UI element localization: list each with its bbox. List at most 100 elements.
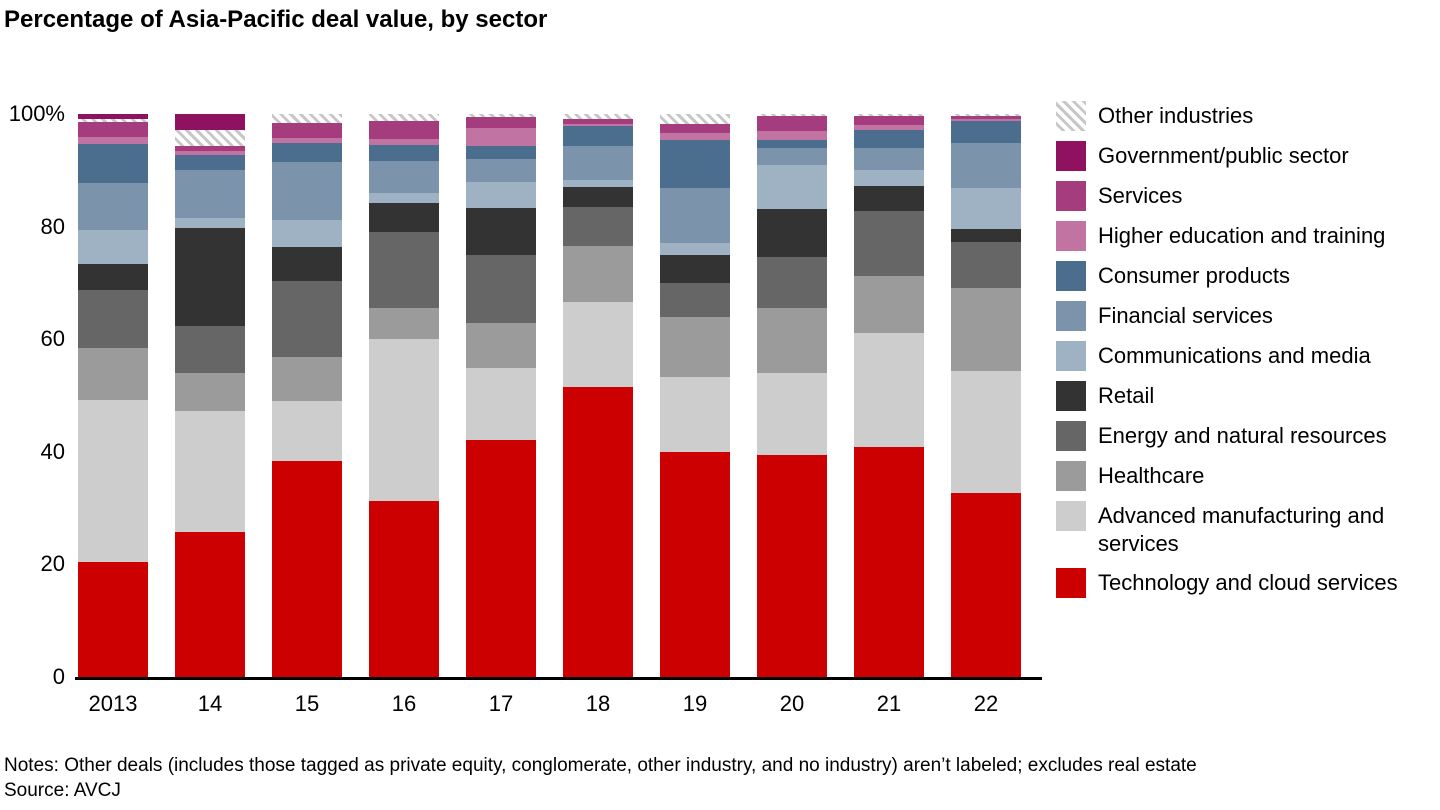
y-tick-label: 100% [8,101,65,126]
bar-segment [951,492,1021,677]
y-tick-label: 40 [40,438,65,464]
legend-swatch-icon [1056,141,1086,171]
bar-15 [272,114,342,677]
legend-swatch-icon [1056,421,1086,451]
legend-label: Government/public sector [1098,143,1349,168]
bar-segment [78,144,148,184]
bar-segment [951,119,1021,122]
bar-19 [660,114,730,677]
bar-segment [757,115,827,132]
bar-segment [175,150,245,155]
bar-segment [757,209,827,257]
bar-segment [78,348,148,400]
legend-swatch-icon [1056,341,1086,371]
bar-22 [951,114,1021,677]
x-axis-baseline [75,677,1042,680]
bar-segment [563,179,633,188]
bar-segment [563,119,633,125]
bar-segment [272,138,342,144]
bar-segment [369,120,439,140]
bar-segment [854,116,924,126]
bar-segment [660,451,730,677]
legend-item: Energy and natural resources [1056,421,1436,451]
bar-segment [369,308,439,340]
bar-segment [466,440,536,677]
legend-label: Healthcare [1098,463,1205,488]
bar-segment [951,187,1021,229]
bar-segment [951,143,1021,188]
legend-swatch-icon [1056,101,1086,131]
bar-segment [272,281,342,358]
bar-segment [272,401,342,461]
legend-item: Healthcare [1056,461,1436,491]
bar-segment [175,372,245,411]
bar-segment [563,387,633,677]
bar-segment [369,232,439,309]
bar-segment [757,148,827,165]
legend-label: Consumer products [1098,263,1290,288]
x-tick-label: 20 [779,691,805,716]
bar-segment [175,154,245,170]
bar-segment [854,210,924,277]
source-line: Source: AVCJ [4,780,121,801]
bar-segment [175,129,245,146]
bar-segment [78,122,148,137]
bar-segment [175,169,245,219]
bar-segment [272,123,342,139]
bar-segment [660,139,730,188]
bar-segment [854,147,924,170]
legend-swatch-icon [1056,381,1086,411]
bar-segment [78,561,148,677]
legend-swatch-icon [1056,221,1086,251]
bar-segment [660,124,730,134]
bar-17 [466,114,536,677]
bar-segment [757,454,827,677]
legend-item: Technology and cloud services [1056,568,1436,598]
bar-segment [78,114,148,120]
bar-segment [951,114,1021,116]
bar-segment [466,159,536,183]
bar-segment [854,114,924,117]
legend-label: Advanced manufacturing and services [1098,503,1385,556]
bar-segment [757,164,827,210]
legend-label: Communications and media [1098,343,1371,368]
bar-20 [757,114,827,677]
legend-swatch-icon [1056,301,1086,331]
bar-segment [272,114,342,123]
x-tick-label: 21 [876,691,902,716]
bar-2013 [78,114,148,677]
bar-segment [272,161,342,220]
legend-label: Services [1098,183,1183,208]
legend-item: Other industries [1056,101,1436,131]
bar-segment [757,308,827,373]
bar-segment [78,119,148,123]
bar-segment [854,186,924,211]
bar-segment [757,372,827,455]
bar-16 [369,114,439,677]
legend-swatch-icon [1056,461,1086,491]
bar-segment [369,500,439,677]
bar-segment [466,182,536,208]
bar-segment [78,136,148,145]
bar-segment [369,144,439,162]
x-tick-label: 16 [391,691,417,716]
bar-segment [272,219,342,247]
bar-segment [660,133,730,140]
x-tick-label: 17 [488,691,514,716]
bar-segment [175,145,245,151]
bar-segment [466,367,536,441]
bar-segment [369,161,439,193]
bar-segment [466,207,536,255]
bar-segment [854,169,924,187]
bar-segment [369,192,439,203]
bar-segment [466,254,536,323]
bar-21 [854,114,924,677]
legend-swatch-icon [1056,501,1086,531]
bar-segment [854,125,924,130]
bar-segment [175,326,245,373]
bar-segment [466,322,536,368]
bar-segment [757,140,827,149]
bar-segment [78,229,148,264]
bar-segment [757,114,827,116]
